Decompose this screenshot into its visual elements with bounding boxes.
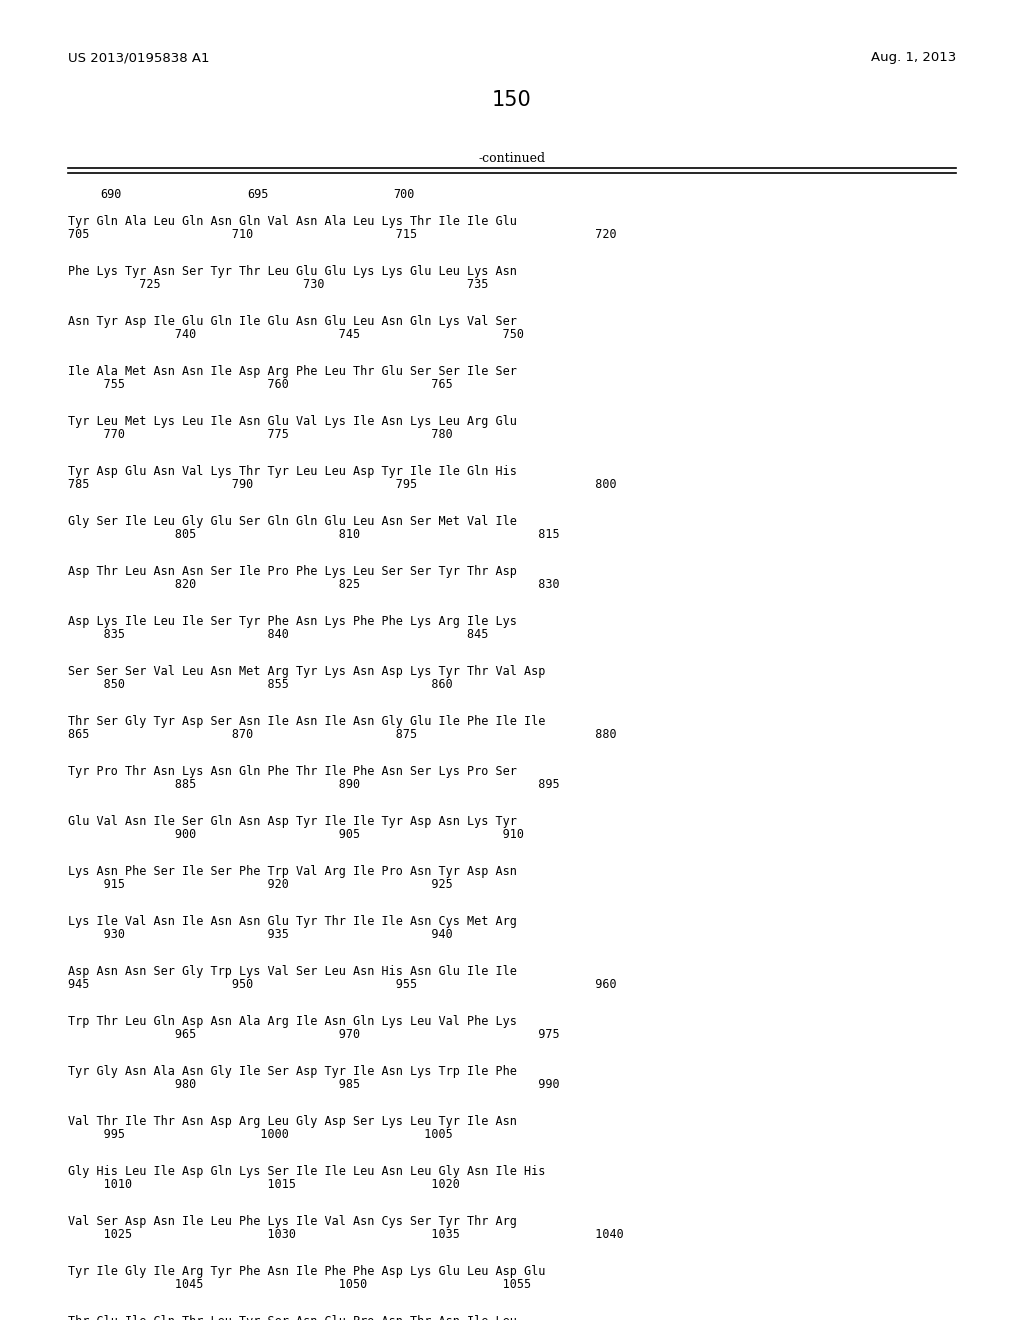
Text: 945                    950                    955                         960: 945 950 955 960 xyxy=(68,978,616,991)
Text: 915                    920                    925: 915 920 925 xyxy=(68,878,453,891)
Text: Lys Asn Phe Ser Ile Ser Phe Trp Val Arg Ile Pro Asn Tyr Asp Asn: Lys Asn Phe Ser Ile Ser Phe Trp Val Arg … xyxy=(68,865,517,878)
Text: Val Ser Asp Asn Ile Leu Phe Lys Ile Val Asn Cys Ser Tyr Thr Arg: Val Ser Asp Asn Ile Leu Phe Lys Ile Val … xyxy=(68,1214,517,1228)
Text: Glu Val Asn Ile Ser Gln Asn Asp Tyr Ile Ile Tyr Asp Asn Lys Tyr: Glu Val Asn Ile Ser Gln Asn Asp Tyr Ile … xyxy=(68,814,517,828)
Text: Asn Tyr Asp Ile Glu Gln Ile Glu Asn Glu Leu Asn Gln Lys Val Ser: Asn Tyr Asp Ile Glu Gln Ile Glu Asn Glu … xyxy=(68,315,517,327)
Text: Trp Thr Leu Gln Asp Asn Ala Arg Ile Asn Gln Lys Leu Val Phe Lys: Trp Thr Leu Gln Asp Asn Ala Arg Ile Asn … xyxy=(68,1015,517,1028)
Text: 965                    970                         975: 965 970 975 xyxy=(68,1028,560,1041)
Text: Ser Ser Ser Val Leu Asn Met Arg Tyr Lys Asn Asp Lys Tyr Thr Val Asp: Ser Ser Ser Val Leu Asn Met Arg Tyr Lys … xyxy=(68,665,546,678)
Text: Phe Lys Tyr Asn Ser Tyr Thr Leu Glu Glu Lys Lys Glu Leu Lys Asn: Phe Lys Tyr Asn Ser Tyr Thr Leu Glu Glu … xyxy=(68,265,517,279)
Text: Tyr Asp Glu Asn Val Lys Thr Tyr Leu Leu Asp Tyr Ile Ile Gln His: Tyr Asp Glu Asn Val Lys Thr Tyr Leu Leu … xyxy=(68,465,517,478)
Text: 755                    760                    765: 755 760 765 xyxy=(68,378,453,391)
Text: 695: 695 xyxy=(247,187,268,201)
Text: Aug. 1, 2013: Aug. 1, 2013 xyxy=(870,51,956,65)
Text: Tyr Gly Asn Ala Asn Gly Ile Ser Asp Tyr Ile Asn Lys Trp Ile Phe: Tyr Gly Asn Ala Asn Gly Ile Ser Asp Tyr … xyxy=(68,1065,517,1078)
Text: Ile Ala Met Asn Asn Ile Asp Arg Phe Leu Thr Glu Ser Ser Ile Ser: Ile Ala Met Asn Asn Ile Asp Arg Phe Leu … xyxy=(68,366,517,378)
Text: Asp Lys Ile Leu Ile Ser Tyr Phe Asn Lys Phe Phe Lys Arg Ile Lys: Asp Lys Ile Leu Ile Ser Tyr Phe Asn Lys … xyxy=(68,615,517,628)
Text: 705                    710                    715                         720: 705 710 715 720 xyxy=(68,228,616,242)
Text: Tyr Gln Ala Leu Gln Asn Gln Val Asn Ala Leu Lys Thr Ile Ile Glu: Tyr Gln Ala Leu Gln Asn Gln Val Asn Ala … xyxy=(68,215,517,228)
Text: 770                    775                    780: 770 775 780 xyxy=(68,428,453,441)
Text: Thr Ser Gly Tyr Asp Ser Asn Ile Asn Ile Asn Gly Glu Ile Phe Ile Ile: Thr Ser Gly Tyr Asp Ser Asn Ile Asn Ile … xyxy=(68,715,546,729)
Text: Gly Ser Ile Leu Gly Glu Ser Gln Gln Glu Leu Asn Ser Met Val Ile: Gly Ser Ile Leu Gly Glu Ser Gln Gln Glu … xyxy=(68,515,517,528)
Text: 835                    840                         845: 835 840 845 xyxy=(68,628,488,642)
Text: 1045                   1050                   1055: 1045 1050 1055 xyxy=(68,1278,531,1291)
Text: 700: 700 xyxy=(393,187,415,201)
Text: 850                    855                    860: 850 855 860 xyxy=(68,678,453,690)
Text: 785                    790                    795                         800: 785 790 795 800 xyxy=(68,478,616,491)
Text: 995                   1000                   1005: 995 1000 1005 xyxy=(68,1129,453,1140)
Text: 930                    935                    940: 930 935 940 xyxy=(68,928,453,941)
Text: Val Thr Ile Thr Asn Asp Arg Leu Gly Asp Ser Lys Leu Tyr Ile Asn: Val Thr Ile Thr Asn Asp Arg Leu Gly Asp … xyxy=(68,1115,517,1129)
Text: 865                    870                    875                         880: 865 870 875 880 xyxy=(68,729,616,741)
Text: Thr Glu Ile Gln Thr Leu Tyr Ser Asn Glu Pro Asn Thr Asn Ile Leu: Thr Glu Ile Gln Thr Leu Tyr Ser Asn Glu … xyxy=(68,1315,517,1320)
Text: 980                    985                         990: 980 985 990 xyxy=(68,1078,560,1092)
Text: Tyr Ile Gly Ile Arg Tyr Phe Asn Ile Phe Phe Asp Lys Glu Leu Asp Glu: Tyr Ile Gly Ile Arg Tyr Phe Asn Ile Phe … xyxy=(68,1265,546,1278)
Text: -continued: -continued xyxy=(478,152,546,165)
Text: 740                    745                    750: 740 745 750 xyxy=(68,327,524,341)
Text: 900                    905                    910: 900 905 910 xyxy=(68,828,524,841)
Text: US 2013/0195838 A1: US 2013/0195838 A1 xyxy=(68,51,210,65)
Text: 805                    810                         815: 805 810 815 xyxy=(68,528,560,541)
Text: 1010                   1015                   1020: 1010 1015 1020 xyxy=(68,1177,460,1191)
Text: Tyr Leu Met Lys Leu Ile Asn Glu Val Lys Ile Asn Lys Leu Arg Glu: Tyr Leu Met Lys Leu Ile Asn Glu Val Lys … xyxy=(68,414,517,428)
Text: 885                    890                         895: 885 890 895 xyxy=(68,777,560,791)
Text: Gly His Leu Ile Asp Gln Lys Ser Ile Ile Leu Asn Leu Gly Asn Ile His: Gly His Leu Ile Asp Gln Lys Ser Ile Ile … xyxy=(68,1166,546,1177)
Text: Tyr Pro Thr Asn Lys Asn Gln Phe Thr Ile Phe Asn Ser Lys Pro Ser: Tyr Pro Thr Asn Lys Asn Gln Phe Thr Ile … xyxy=(68,766,517,777)
Text: 150: 150 xyxy=(493,90,531,110)
Text: 1025                   1030                   1035                   1040: 1025 1030 1035 1040 xyxy=(68,1228,624,1241)
Text: 690: 690 xyxy=(100,187,122,201)
Text: 725                    730                    735: 725 730 735 xyxy=(68,279,488,290)
Text: Asp Asn Asn Ser Gly Trp Lys Val Ser Leu Asn His Asn Glu Ile Ile: Asp Asn Asn Ser Gly Trp Lys Val Ser Leu … xyxy=(68,965,517,978)
Text: Lys Ile Val Asn Ile Asn Asn Glu Tyr Thr Ile Ile Asn Cys Met Arg: Lys Ile Val Asn Ile Asn Asn Glu Tyr Thr … xyxy=(68,915,517,928)
Text: Asp Thr Leu Asn Asn Ser Ile Pro Phe Lys Leu Ser Ser Tyr Thr Asp: Asp Thr Leu Asn Asn Ser Ile Pro Phe Lys … xyxy=(68,565,517,578)
Text: 820                    825                         830: 820 825 830 xyxy=(68,578,560,591)
